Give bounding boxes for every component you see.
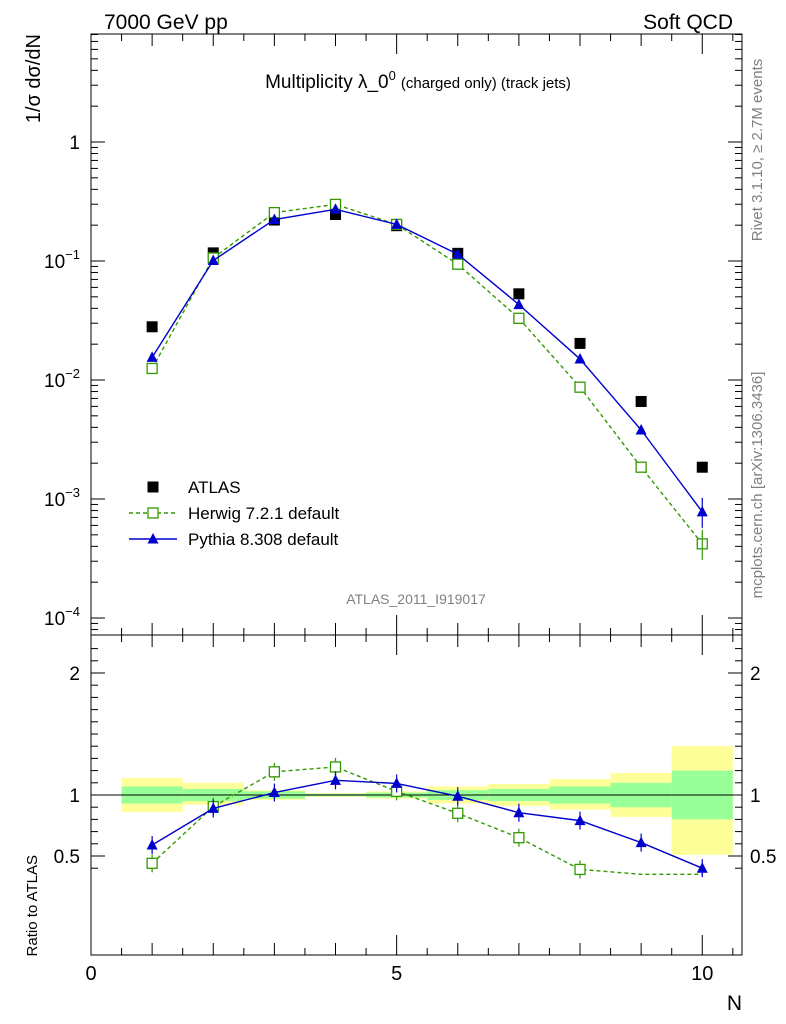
data-point-series-2 bbox=[513, 298, 525, 310]
ratio-data-point-series-0 bbox=[574, 863, 586, 876]
y-tick-label: 10−3 bbox=[44, 485, 80, 511]
ratio-data-point-series-1 bbox=[452, 790, 464, 801]
x-tick-label: 0 bbox=[85, 963, 96, 985]
analysis-watermark: ATLAS_2011_I919017 bbox=[346, 591, 486, 607]
data-point-series-2 bbox=[391, 218, 403, 229]
x-tick-label: 10 bbox=[691, 963, 713, 985]
ratio-y-tick-label: 1 bbox=[69, 786, 80, 807]
mcplots-label: mcplots.cern.ch [arXiv:1306.3436] bbox=[749, 372, 766, 599]
ratio-series-line-1 bbox=[151, 779, 703, 869]
data-point-series-2 bbox=[330, 203, 342, 214]
y-tick-label: 10−2 bbox=[44, 366, 80, 392]
ratio-y-tick-label: 2 bbox=[69, 664, 80, 685]
data-point-series-2 bbox=[635, 424, 647, 435]
ratio-data-point-series-1 bbox=[574, 814, 586, 826]
data-point-series-2 bbox=[268, 213, 280, 225]
y-tick-label: 10−1 bbox=[44, 247, 80, 273]
series-line-1 bbox=[151, 203, 703, 545]
data-point-series-0 bbox=[513, 288, 525, 300]
legend-marker bbox=[147, 507, 159, 519]
y-tick-label-exponent: −2 bbox=[65, 366, 80, 381]
data-point-series-0 bbox=[330, 208, 342, 220]
y-tick-label-exponent: −3 bbox=[65, 485, 80, 500]
y-tick-label-exponent: −4 bbox=[65, 604, 80, 619]
data-point-series-0 bbox=[146, 321, 158, 333]
header-energy-label: 7000 GeV pp bbox=[104, 11, 228, 34]
legend-marker bbox=[147, 481, 159, 493]
ratio-data-point-series-1 bbox=[207, 802, 219, 813]
data-point-series-2 bbox=[146, 351, 158, 362]
ratio-data-point-series-1 bbox=[268, 786, 280, 798]
y-tick-label: 1 bbox=[69, 133, 80, 154]
ratio-y-tick-label-right: 1 bbox=[750, 786, 761, 807]
plot-subtitle: (charged only) (track jets) bbox=[401, 75, 571, 92]
ratio-y-axis-title: Ratio to ATLAS bbox=[24, 855, 41, 956]
ratio-y-tick-label: 0.5 bbox=[54, 847, 80, 868]
legend-label: ATLAS bbox=[188, 478, 241, 497]
y-tick-label-base: 10 bbox=[44, 252, 65, 273]
data-point-series-1 bbox=[513, 312, 525, 324]
data-point-series-2 bbox=[574, 353, 586, 364]
dynamic-layer: 110−110−210−310−40 5 100.5 0.51 12 2ATLASHerw… bbox=[44, 34, 776, 985]
data-point-series-0 bbox=[574, 337, 586, 349]
data-point-series-1 bbox=[146, 362, 158, 375]
y-tick-label-base: 10 bbox=[44, 371, 65, 392]
ratio-data-point-series-1 bbox=[391, 777, 403, 788]
y-tick-label-base: 10 bbox=[44, 490, 65, 511]
ratio-series-line-0 bbox=[151, 766, 703, 875]
ratio-data-point-series-0 bbox=[513, 832, 525, 844]
ratio-data-point-series-0 bbox=[452, 807, 464, 819]
legend-marker bbox=[147, 533, 159, 544]
data-point-series-0 bbox=[635, 395, 647, 407]
ratio-data-point-series-1 bbox=[146, 839, 158, 850]
header-category-label: Soft QCD bbox=[643, 11, 733, 34]
data-point-series-0 bbox=[696, 461, 708, 473]
y-tick-label-base: 10 bbox=[44, 609, 65, 630]
y-tick-label: 10−4 bbox=[44, 604, 80, 630]
ratio-data-point-series-0 bbox=[329, 761, 342, 773]
rivet-version-label: Rivet 3.1.10, ≥ 2.7M events bbox=[749, 59, 766, 242]
data-point-series-1 bbox=[635, 461, 647, 473]
ratio-y-tick-label-right: 2 bbox=[750, 664, 761, 685]
data-point-series-1 bbox=[574, 381, 586, 393]
plot-title: Multiplicity λ_00 (charged only) (track j… bbox=[265, 68, 571, 93]
ratio-data-point-series-1 bbox=[330, 774, 342, 785]
data-point-series-2 bbox=[207, 254, 219, 265]
ratio-data-point-series-0 bbox=[268, 766, 281, 778]
ratio-y-tick-label-right: 0.5 bbox=[750, 847, 776, 868]
data-point-series-2 bbox=[452, 248, 464, 259]
y-axis-title: 1/σ dσ/dN bbox=[23, 34, 45, 123]
ratio-data-point-series-1 bbox=[513, 806, 525, 818]
data-point-series-1 bbox=[452, 258, 464, 270]
plot-title-main: Multiplicity λ_0 bbox=[265, 72, 389, 93]
y-tick-label-exponent: −1 bbox=[65, 247, 80, 262]
legend-label: Herwig 7.2.1 default bbox=[188, 504, 339, 523]
legend-label: Pythia 8.308 default bbox=[188, 530, 339, 549]
plot-title-superscript: 0 bbox=[389, 68, 396, 83]
series-line-2 bbox=[151, 208, 703, 513]
ratio-data-point-series-1 bbox=[635, 836, 647, 848]
x-axis-title: N bbox=[727, 992, 742, 1015]
ratio-data-point-series-1 bbox=[696, 862, 708, 873]
x-tick-label: 5 bbox=[391, 963, 402, 985]
ratio-data-point-series-0 bbox=[146, 857, 158, 869]
